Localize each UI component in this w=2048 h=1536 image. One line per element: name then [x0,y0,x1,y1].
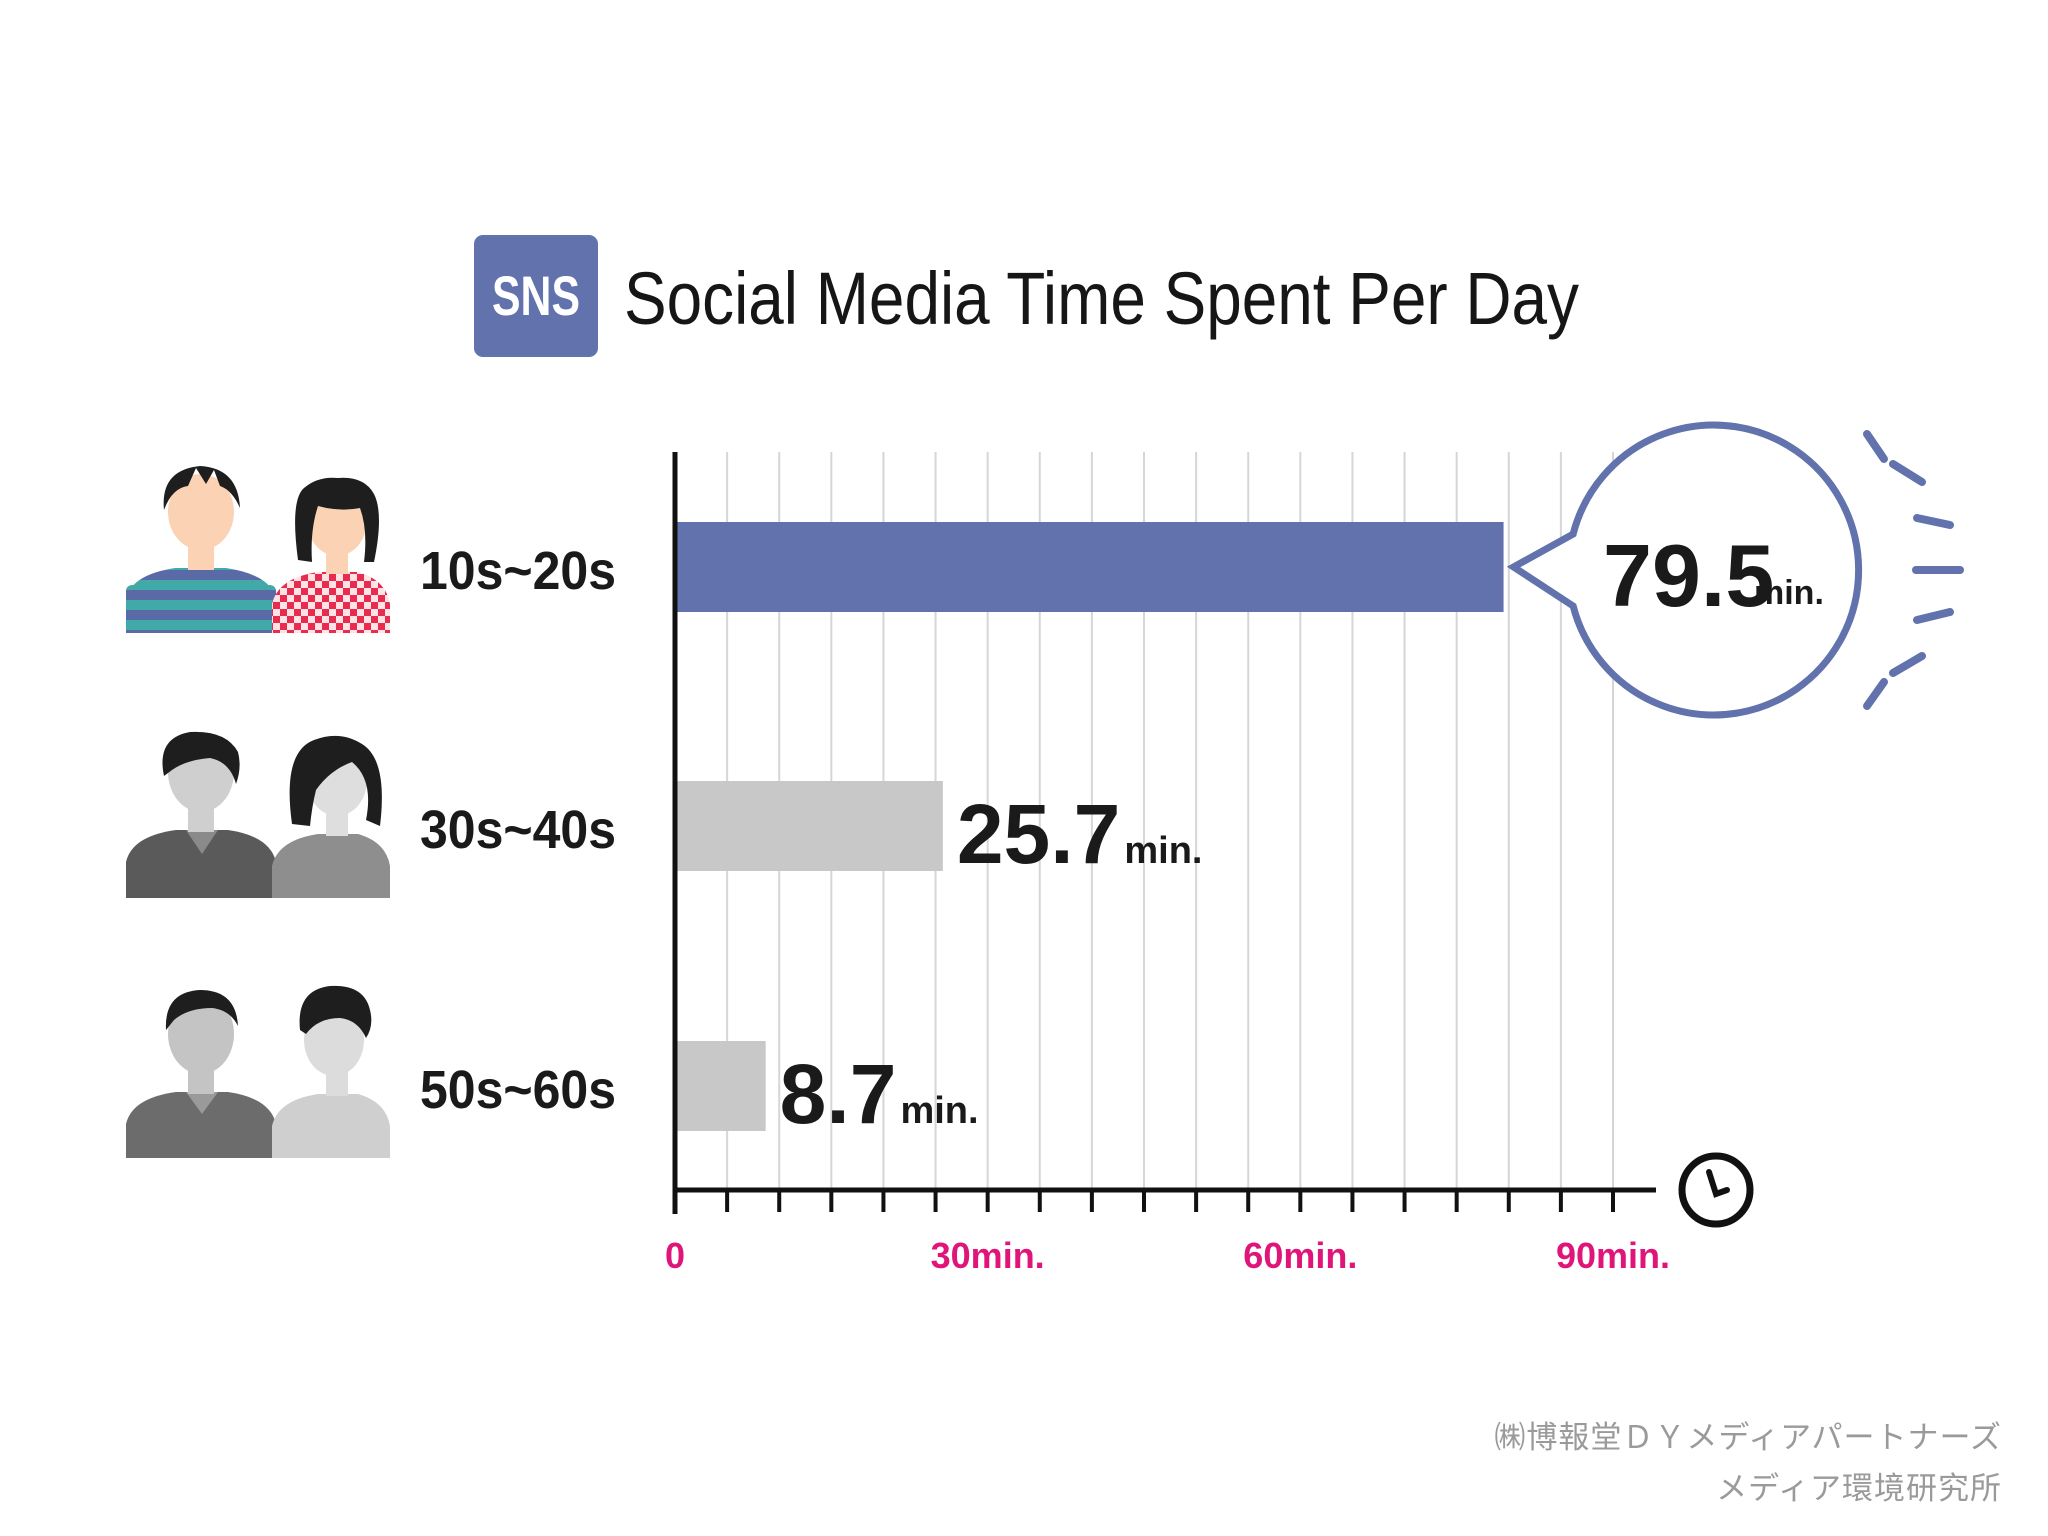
senior-man-icon [126,990,276,1158]
sns-badge [474,235,598,357]
clock-icon [1678,1152,1754,1228]
young-man-icon [126,466,276,633]
unit-label: min. [900,1090,978,1132]
burst-ray [1913,514,1954,529]
bar-30s-40s [675,781,943,871]
tick-label: 90min. [1556,1235,1670,1276]
middle-woman-icon [272,735,390,898]
senior-woman-icon [272,985,390,1158]
value-label: 25.7 [957,787,1120,881]
category-label: 30s~40s [420,800,616,860]
value-label: 8.7 [780,1047,897,1141]
highlight-unit-label: min. [1754,574,1824,612]
bars: 25.7 min.8.7 min. [675,522,1504,1141]
callout-bubble [1506,421,1863,719]
category-label: 50s~60s [420,1060,616,1120]
person-icons-30s-40s [126,731,390,898]
highlight-value-label: 79.5 [1603,526,1774,625]
young-woman-icon [272,477,390,633]
unit-label: min. [1124,830,1202,872]
tick-label: 30min. [931,1235,1045,1276]
burst-ray [1889,652,1926,677]
burst-ray [1889,460,1926,486]
person-icons-10s-20s [126,466,390,633]
credit-line-2: メディア環境研究所 [1716,1471,2002,1507]
tick-label: 60min. [1243,1235,1357,1276]
bar-10s-20s [675,522,1504,612]
burst-ray [1863,430,1888,463]
chart-header: SNS Social Media Time Spent Per Day [474,235,1579,357]
category-label: 10s~20s [420,541,616,601]
person-icons-50s-60s [126,985,390,1158]
burst-ray [1863,678,1888,710]
middle-man-icon [126,731,276,898]
x-axis: 0 30min. 60min. 90min. [665,452,1754,1276]
category-labels: 10s~20s 30s~40s 50s~60s [420,541,616,1120]
tick-label: 0 [665,1235,685,1276]
clock-hands [1706,1169,1730,1198]
chart-title: Social Media Time Spent Per Day [624,257,1579,340]
burst-ray [1913,608,1954,624]
credit-line-1: ㈱博報堂ＤＹメディアパートナーズ [1494,1420,2002,1456]
bar-50s-60s [675,1041,766,1131]
sns-badge-label: SNS [492,264,580,327]
